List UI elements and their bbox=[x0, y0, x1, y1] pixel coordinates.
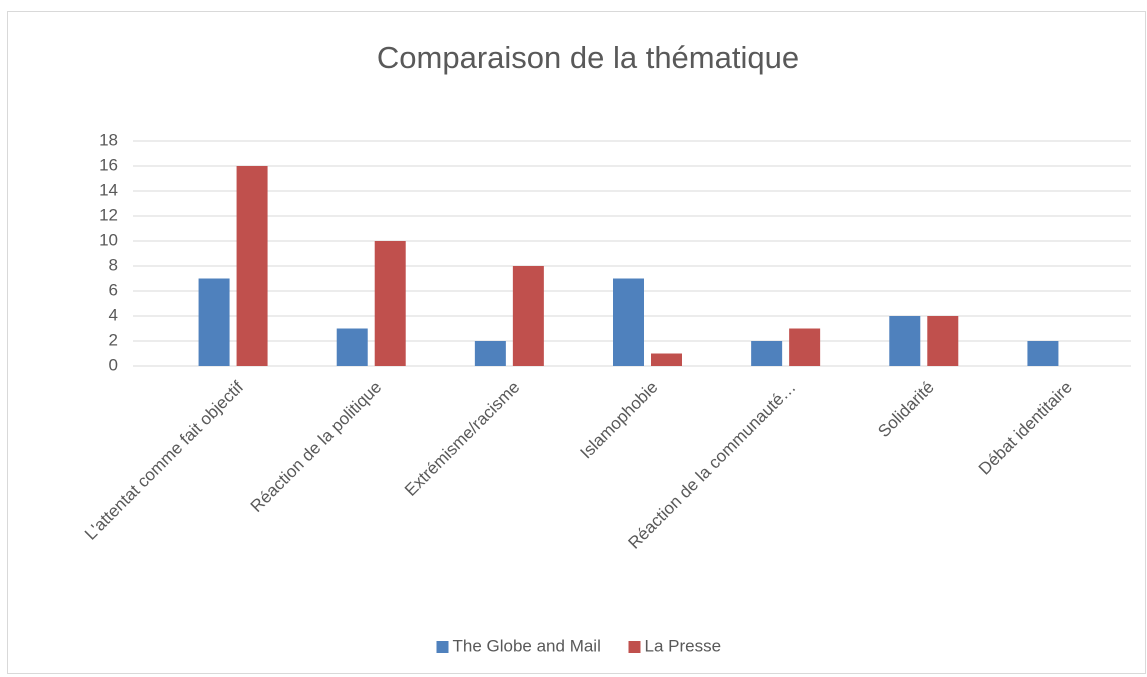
bar bbox=[927, 316, 959, 366]
y-tick-label: 2 bbox=[109, 330, 118, 349]
bar bbox=[512, 266, 544, 366]
bar bbox=[651, 353, 682, 366]
bar bbox=[336, 328, 368, 366]
y-tick-label: 4 bbox=[109, 305, 118, 324]
bar bbox=[198, 278, 230, 366]
bar bbox=[889, 316, 921, 366]
bar bbox=[751, 341, 783, 366]
chart-border bbox=[7, 11, 1146, 674]
y-tick-label: 18 bbox=[99, 130, 118, 149]
bar bbox=[236, 166, 268, 366]
y-tick-label: 8 bbox=[109, 255, 118, 274]
y-tick-label: 14 bbox=[99, 180, 118, 199]
bar bbox=[474, 341, 506, 366]
y-tick-label: 12 bbox=[99, 205, 118, 224]
bar bbox=[613, 278, 644, 366]
legend-label: The Globe and Mail bbox=[453, 636, 601, 655]
legend-swatch bbox=[628, 641, 641, 653]
y-tick-label: 0 bbox=[109, 355, 118, 374]
bar bbox=[1027, 341, 1059, 366]
y-tick-label: 10 bbox=[99, 230, 118, 249]
legend-swatch bbox=[436, 641, 449, 653]
chart-title: Comparaison de la thématique bbox=[377, 40, 799, 75]
legend-label: La Presse bbox=[645, 636, 722, 655]
bar bbox=[789, 328, 821, 366]
y-tick-label: 16 bbox=[99, 155, 118, 174]
bar bbox=[374, 241, 406, 366]
y-tick-label: 6 bbox=[109, 280, 118, 299]
